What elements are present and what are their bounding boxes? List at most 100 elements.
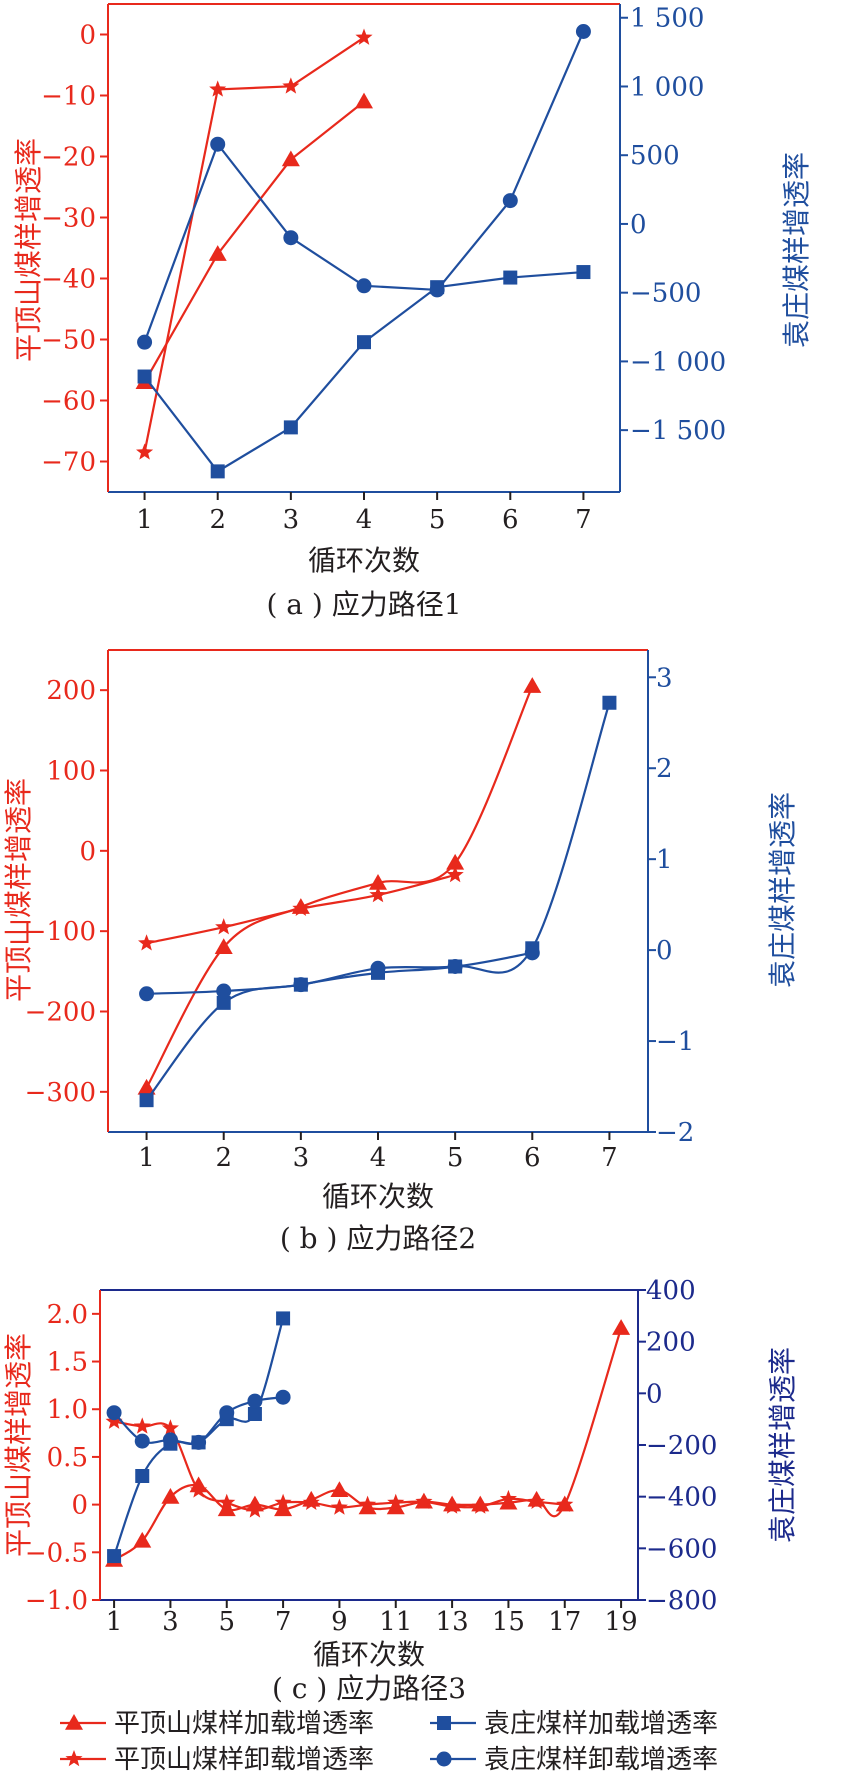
series-line xyxy=(143,270,584,473)
data-point-triangle xyxy=(161,1487,180,1504)
x-tick-label: 2 xyxy=(209,505,226,535)
data-point-star xyxy=(105,1412,123,1429)
series-line xyxy=(145,702,611,1101)
data-point-square xyxy=(139,1093,154,1108)
data-point-star xyxy=(330,1498,348,1515)
y-left-tick-label: 2.0 xyxy=(47,1300,88,1330)
x-tick-label: 4 xyxy=(356,505,373,535)
data-point-star xyxy=(136,443,154,460)
x-tick-label: 4 xyxy=(370,1143,387,1173)
series-star xyxy=(136,28,373,460)
data-point-circle xyxy=(447,958,463,974)
data-point-star xyxy=(218,1493,236,1510)
x-tick-label: 5 xyxy=(447,1143,464,1173)
data-point-circle xyxy=(216,983,232,999)
data-point-triangle xyxy=(330,1481,349,1498)
data-point-square xyxy=(216,995,231,1010)
x-tick-label: 3 xyxy=(162,1607,179,1637)
y-left-tick-label: −1.0 xyxy=(25,1586,88,1616)
series-line xyxy=(143,36,365,453)
data-point-circle xyxy=(139,986,155,1002)
panel-caption: ( a ) 应力路径1 xyxy=(266,588,461,621)
data-point-triangle xyxy=(274,1500,293,1517)
x-axis-title: 循环次数 xyxy=(308,544,420,577)
legend-item: 平顶山煤样卸载增透率 xyxy=(60,1745,374,1775)
x-tick-label: 11 xyxy=(379,1607,412,1637)
y-right-axis-title: 袁庄煤样增透率 xyxy=(780,152,813,348)
y-right-tick-label: 0 xyxy=(646,1379,663,1409)
y-right-tick-label: −400 xyxy=(646,1483,717,1513)
data-point-star xyxy=(443,1497,461,1514)
data-point-star xyxy=(369,886,387,903)
x-tick-label: 3 xyxy=(293,1143,310,1173)
data-point-star xyxy=(359,1495,377,1512)
data-point-circle xyxy=(293,977,309,993)
y-left-tick-label: 0.5 xyxy=(47,1443,88,1473)
y-left-tick-label: 1.5 xyxy=(47,1348,88,1378)
data-point-circle xyxy=(575,23,591,39)
y-right-tick-label: 400 xyxy=(646,1276,696,1306)
data-point-circle xyxy=(283,230,299,246)
data-point-star xyxy=(161,1419,179,1436)
data-point-circle xyxy=(524,945,540,961)
data-point-triangle xyxy=(523,677,542,693)
series-triangle xyxy=(137,677,542,1095)
data-point-star xyxy=(446,865,464,883)
y-right-tick-label: 1 xyxy=(656,845,673,875)
data-point-circle xyxy=(162,1432,178,1448)
data-point-star xyxy=(246,1501,264,1518)
y-right-tick-label: 3 xyxy=(656,663,673,693)
y-left-tick-label: −60 xyxy=(41,387,96,417)
y-right-tick-label: 1 000 xyxy=(630,72,704,102)
series-square xyxy=(139,695,617,1108)
y-left-axis-title: 平顶山煤样增透率 xyxy=(12,138,45,362)
x-tick-label: 6 xyxy=(524,1143,541,1173)
data-point-circle xyxy=(429,282,445,298)
data-point-circle xyxy=(502,193,518,209)
y-left-tick-label: 200 xyxy=(46,676,96,706)
x-tick-label: 15 xyxy=(492,1607,525,1637)
series-star xyxy=(138,865,464,951)
data-point-triangle xyxy=(355,92,373,109)
x-axis-title: 循环次数 xyxy=(322,1180,434,1213)
x-tick-label: 13 xyxy=(436,1607,469,1637)
x-tick-label: 19 xyxy=(605,1607,638,1637)
y-right-tick-label: −1 000 xyxy=(630,347,726,377)
data-point-square xyxy=(357,335,371,350)
y-right-tick-label: −1 500 xyxy=(630,416,726,446)
series-star xyxy=(105,1412,574,1518)
legend-label: 袁庄煤样加载增透率 xyxy=(484,1709,718,1739)
data-point-star xyxy=(556,1495,574,1512)
data-point-circle xyxy=(210,136,226,152)
y-right-axis-title: 袁庄煤样增透率 xyxy=(766,1347,799,1543)
data-point-triangle xyxy=(208,245,227,261)
series-line xyxy=(143,100,365,383)
legend-item: 袁庄煤样加载增透率 xyxy=(430,1709,718,1739)
y-right-tick-label: −800 xyxy=(646,1586,717,1616)
data-point-star xyxy=(190,1481,208,1498)
y-right-tick-label: 1 500 xyxy=(630,4,704,34)
y-left-tick-label: 1.0 xyxy=(47,1395,88,1425)
data-point-star xyxy=(133,1417,151,1434)
data-point-square xyxy=(135,1469,150,1483)
y-left-tick-label: −10 xyxy=(41,82,96,112)
data-point-circle xyxy=(356,278,372,294)
y-left-tick-label: 0 xyxy=(79,837,96,867)
y-left-tick-label: −30 xyxy=(41,204,96,234)
y-right-tick-label: 200 xyxy=(646,1328,696,1358)
data-point-circle xyxy=(219,1405,235,1421)
x-tick-label: 9 xyxy=(331,1607,348,1637)
series-square xyxy=(137,265,591,479)
y-right-tick-label: −2 xyxy=(656,1118,694,1148)
chart-panel-a: 1 2 3 4 5 6 7 0 −10 −20 −30 −40 −50 −60 −70 1 500 1 000 5… xyxy=(12,3,813,621)
legend-marker-triangle xyxy=(65,1714,83,1730)
x-tick-label: 6 xyxy=(502,505,519,535)
series-line xyxy=(145,685,534,1089)
data-point-triangle xyxy=(281,150,300,167)
data-point-triangle xyxy=(217,1500,236,1517)
y-right-tick-label: −1 xyxy=(656,1027,694,1057)
y-left-tick-label: −40 xyxy=(41,265,96,295)
data-point-triangle xyxy=(446,853,465,870)
data-point-star xyxy=(215,918,233,935)
data-point-triangle xyxy=(612,1319,631,1335)
